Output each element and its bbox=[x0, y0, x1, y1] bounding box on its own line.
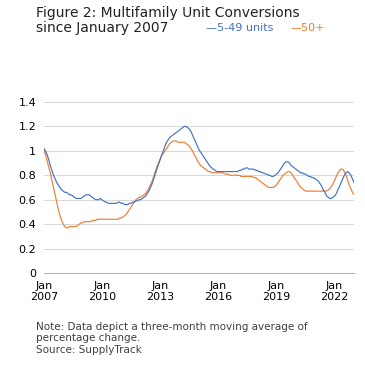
Text: Note: Data depict a three-month moving average of
percentage change.
Source: Sup: Note: Data depict a three-month moving a… bbox=[36, 322, 308, 355]
Text: —5-49 units: —5-49 units bbox=[206, 23, 274, 33]
Text: Figure 2: Multifamily Unit Conversions: Figure 2: Multifamily Unit Conversions bbox=[36, 6, 300, 20]
Text: —50+: —50+ bbox=[290, 23, 325, 33]
Text: since January 2007: since January 2007 bbox=[36, 21, 169, 35]
